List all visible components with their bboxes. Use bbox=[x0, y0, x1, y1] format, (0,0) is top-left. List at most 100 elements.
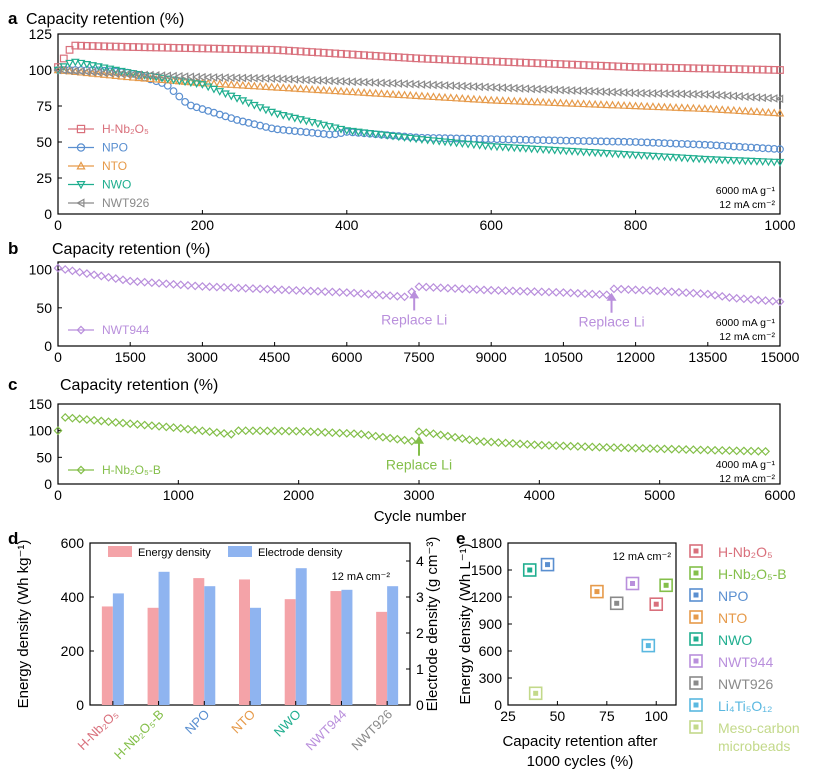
panel-b-NWT944-point bbox=[118, 275, 128, 285]
panel-b-NWT944-point bbox=[132, 277, 142, 287]
panel-b-xtick-label: 6000 bbox=[331, 349, 362, 365]
panel-a-NTO-point bbox=[342, 87, 352, 95]
panel-b-NWT944-point bbox=[645, 286, 655, 296]
panel-a-NTO-point bbox=[394, 90, 404, 98]
panel-a-NPO-point bbox=[776, 145, 784, 154]
panel-a-NTO-point bbox=[302, 84, 311, 93]
panel-c-H-Nb2O5-B-point bbox=[183, 424, 193, 434]
panel-a-NWO-point bbox=[625, 151, 635, 160]
panel-c-H-Nb2O5-B-point bbox=[623, 443, 633, 453]
panel-a-NWO-point bbox=[365, 130, 375, 138]
panel-b-xtick-label: 15000 bbox=[761, 349, 800, 365]
panel-a-NTO-point bbox=[752, 107, 762, 116]
panel-a-NTO-point bbox=[544, 98, 554, 106]
panel-a-NWT926-point bbox=[775, 94, 784, 104]
panel-a-NWO-point bbox=[261, 106, 271, 115]
panel-a-NWO-point bbox=[579, 148, 588, 157]
panel-b-NWT944-point bbox=[674, 287, 684, 297]
panel-b-NWT944-point bbox=[169, 279, 178, 289]
panel-a-NWO-point bbox=[463, 140, 473, 149]
panel-b-NWT944-point bbox=[443, 283, 453, 293]
panel-c-H-Nb2O5-B-point bbox=[414, 427, 424, 437]
panel-a-NTO-point bbox=[729, 105, 739, 114]
panel-a-NWO-point bbox=[186, 79, 196, 88]
panel-c-H-Nb2O5-B-point bbox=[739, 446, 749, 456]
panel-b-NWT944-point bbox=[493, 286, 503, 295]
panel-b-NWT944-point bbox=[392, 291, 402, 301]
panel-a-NTO-point bbox=[741, 106, 750, 115]
panel-a-NPO-point bbox=[498, 135, 507, 144]
panel-a-NTO-point bbox=[706, 104, 716, 113]
panel-a-H-Nb2O5-point bbox=[88, 42, 97, 50]
panel-a-H-Nb2O5-point bbox=[198, 44, 207, 53]
panel-a-NTO-point bbox=[637, 101, 646, 110]
panel-a-NWO-point bbox=[76, 59, 86, 68]
panel-c-H-Nb2O5-B-point bbox=[335, 428, 345, 438]
panel-a-H-Nb2O5-point bbox=[579, 61, 588, 69]
panel-a-NWO-point bbox=[608, 150, 617, 159]
panel-a-NWO-point bbox=[527, 145, 536, 154]
panel-a-H-Nb2O5-point bbox=[296, 47, 305, 56]
panel-a-NPO-point bbox=[533, 136, 542, 144]
panel-a-H-Nb2O5-point bbox=[701, 64, 709, 73]
panel-a-NWO-point bbox=[533, 145, 542, 154]
panel-a-NPO-point bbox=[631, 138, 640, 146]
panel-c-legend-label: H-Nb₂O₅-B bbox=[102, 463, 161, 477]
panel-d-y2label: Electrode density (g cm⁻³) bbox=[424, 537, 441, 712]
panel-c-xtick-label: 4000 bbox=[524, 487, 555, 503]
panel-a-xtick-label: 0 bbox=[54, 217, 62, 233]
panel-a-NPO-point bbox=[672, 139, 680, 148]
panel-a-NWO-point bbox=[619, 151, 629, 159]
panel-a-NTO-point bbox=[105, 70, 115, 79]
panel-c-legend-marker bbox=[76, 465, 86, 475]
panel-a-NTO-point bbox=[602, 100, 612, 109]
panel-a-NWO-point bbox=[342, 127, 352, 136]
panel-c-H-Nb2O5-B-point bbox=[472, 436, 482, 446]
panel-a-H-Nb2O5-point bbox=[319, 48, 328, 57]
panel-a-NWO-point bbox=[267, 108, 277, 117]
panel-label-d: d bbox=[8, 529, 18, 548]
panel-a-legend-marker bbox=[76, 181, 86, 190]
panel-a-NPO-point bbox=[643, 138, 652, 147]
panel-b-NWT944-point bbox=[53, 263, 63, 273]
panel-a-NWO-point bbox=[71, 58, 80, 67]
panel-c-H-Nb2O5-B-point bbox=[717, 446, 727, 455]
panel-a-NWT926-point bbox=[729, 91, 738, 101]
panel-a-NPO-point bbox=[487, 135, 496, 144]
panel-d-category-label: NWT944 bbox=[303, 707, 350, 754]
panel-e-legend-marker bbox=[689, 588, 703, 602]
panel-a-NWO-point bbox=[775, 158, 785, 167]
panel-a-H-Nb2O5-point bbox=[233, 45, 241, 53]
panel-a-NWO-point bbox=[319, 121, 329, 130]
panel-a-H-Nb2O5-point bbox=[331, 49, 340, 58]
panel-e-legend-marker-core bbox=[693, 636, 699, 642]
panel-e-legend-label: NWO bbox=[718, 632, 752, 648]
panel-a-H-Nb2O5-point bbox=[71, 41, 80, 50]
panel-e-point-H-Nb2O5-B bbox=[659, 578, 673, 593]
panel-c-H-Nb2O5-B-point bbox=[421, 428, 431, 438]
panel-a-NTO-point bbox=[255, 81, 265, 90]
panel-a-NTO-point bbox=[677, 103, 687, 112]
panel-e-frame bbox=[507, 542, 677, 706]
panel-c-H-Nb2O5-B-point bbox=[291, 426, 301, 436]
panel-a-legend-label: NWT926 bbox=[102, 196, 150, 210]
panel-a-NWO-point bbox=[637, 152, 646, 160]
panel-a-NPO-point bbox=[556, 136, 565, 145]
panel-e-legend-label: NWT926 bbox=[718, 676, 773, 692]
panel-a-NTO-point bbox=[683, 103, 692, 112]
replace-li-arrowhead-b-1 bbox=[606, 292, 617, 301]
panel-a-NWO-point bbox=[417, 136, 427, 144]
panel-a-NPO-point bbox=[458, 134, 467, 143]
panel-e-point-core-H-Nb2O5 bbox=[653, 601, 659, 607]
panel-b-NWT944-point bbox=[190, 281, 200, 291]
panel-a-NPO-point bbox=[666, 139, 675, 148]
panel-a-H-Nb2O5-point bbox=[747, 65, 756, 74]
panel-b-NWT944-point bbox=[623, 285, 633, 294]
panel-a-legend-label: NWO bbox=[102, 178, 131, 192]
panel-a-NWO-point bbox=[377, 131, 386, 140]
panel-a-NWO-point bbox=[313, 120, 323, 129]
panel-c-H-Nb2O5-B-point bbox=[205, 427, 215, 437]
panel-a-NPO-point bbox=[758, 144, 767, 153]
panel-b-NWT944-point bbox=[631, 285, 641, 295]
panel-c-H-Nb2O5-B-point bbox=[602, 442, 612, 452]
